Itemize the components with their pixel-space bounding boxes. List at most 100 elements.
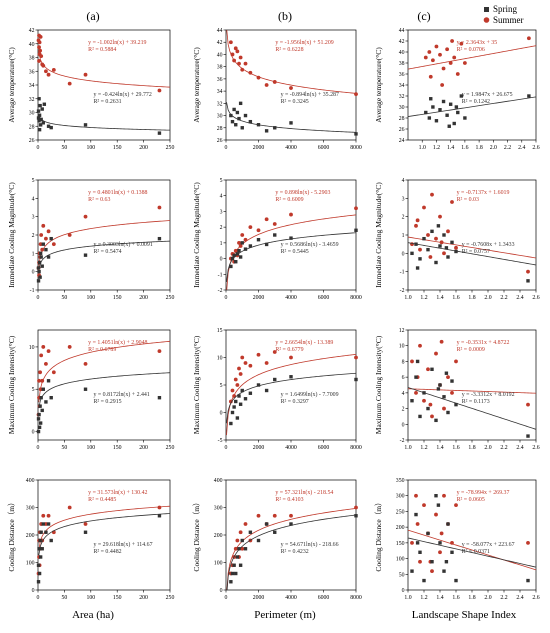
data-point: [46, 255, 51, 259]
data-point: [38, 103, 42, 108]
x-tick-label: 150: [113, 145, 122, 151]
legend-label-summer: Summer: [493, 15, 524, 25]
data-point: [450, 550, 454, 554]
data-point: [442, 395, 446, 399]
y-tick-label: 32: [29, 97, 35, 103]
x-tick-label: 100: [86, 445, 95, 451]
data-point: [272, 80, 277, 84]
y-tick-label: 40: [399, 50, 405, 56]
data-point: [426, 531, 430, 536]
x-tick-label: 8000: [350, 145, 362, 151]
data-point: [434, 512, 438, 517]
y-tick-label: 42: [29, 28, 35, 34]
data-point: [36, 429, 41, 434]
data-point: [422, 391, 426, 395]
data-point: [238, 372, 243, 376]
x-tick-label: 4000: [285, 595, 297, 601]
data-point: [83, 387, 88, 391]
data-point: [410, 251, 414, 256]
data-point: [38, 421, 43, 425]
data-point: [235, 110, 240, 115]
data-point: [424, 110, 428, 115]
data-point: [232, 253, 236, 258]
data-point: [235, 416, 240, 420]
data-point: [237, 547, 241, 551]
y-axis-title: Immediate Cooling Magnitude(°C): [374, 182, 383, 288]
y-tick-label: 2: [402, 407, 405, 413]
x-tick-label: 0: [37, 595, 40, 601]
data-point: [238, 563, 243, 567]
data-point: [264, 83, 269, 87]
x-tick-label: 2.2: [500, 595, 507, 601]
x-tick-label: 4000: [285, 145, 297, 151]
data-point: [526, 578, 530, 583]
data-point: [441, 99, 446, 104]
data-point: [526, 434, 530, 438]
y-tick-label: -5: [218, 438, 223, 444]
legend-label-spring: Spring: [493, 4, 518, 14]
trend-line-spring: [408, 96, 536, 117]
data-point: [237, 61, 241, 66]
x-tick-label: 1.4: [447, 145, 454, 151]
x-tick-label: 50: [62, 295, 68, 301]
data-point: [37, 119, 41, 123]
data-point: [430, 229, 434, 234]
y-tick-label: 42: [217, 40, 223, 46]
y-tick-label: 0: [220, 588, 223, 594]
data-point: [434, 44, 439, 49]
data-point: [442, 251, 446, 256]
data-point: [264, 217, 269, 222]
trend-line-summer: [226, 508, 356, 590]
data-point: [38, 404, 42, 408]
data-point: [414, 493, 418, 498]
y-axis-title: Cooling Distance（m）: [374, 498, 383, 571]
data-point: [256, 238, 261, 242]
data-point: [237, 240, 241, 245]
y-tick-label: 8: [402, 359, 405, 365]
data-point: [438, 541, 442, 545]
data-point: [448, 102, 453, 106]
data-point: [439, 240, 444, 245]
x-tick-label: 2.0: [490, 145, 497, 151]
data-point: [289, 236, 293, 240]
data-point: [41, 387, 45, 391]
data-point: [450, 200, 454, 204]
column-label-c: (c): [417, 9, 430, 23]
data-point: [438, 52, 442, 57]
y-tick-label: 150: [396, 541, 405, 547]
data-point: [444, 560, 449, 564]
data-point: [454, 249, 458, 254]
data-point: [248, 530, 253, 534]
data-point: [67, 81, 72, 86]
data-point: [431, 105, 435, 109]
data-point: [157, 88, 162, 93]
data-point: [272, 350, 277, 354]
data-point: [230, 52, 235, 57]
data-point: [248, 70, 253, 75]
y-axis-title: Average temperature(°C): [374, 47, 383, 123]
data-point: [157, 205, 162, 210]
x-axis-title-perimeter: Perimeter (m): [254, 609, 316, 621]
data-point: [454, 359, 458, 364]
x-tick-label: 1.4: [436, 445, 443, 451]
x-tick-label: 2000: [253, 445, 265, 451]
data-point: [243, 522, 248, 526]
x-tick-label: 6000: [318, 295, 330, 301]
y-tick-label: -2: [400, 288, 405, 294]
data-point: [273, 233, 277, 237]
data-point: [445, 47, 450, 52]
data-point: [289, 513, 293, 518]
chart-panel-b2: Immediate Cooling Magnitude(°C) 0 2000 4000…: [192, 178, 362, 301]
data-point: [37, 269, 41, 274]
y-tick-label: 38: [399, 61, 405, 67]
fit-r2-summer: R² = 0.6779: [275, 347, 303, 353]
data-point: [243, 397, 248, 401]
y-tick-label: 28: [399, 116, 405, 122]
